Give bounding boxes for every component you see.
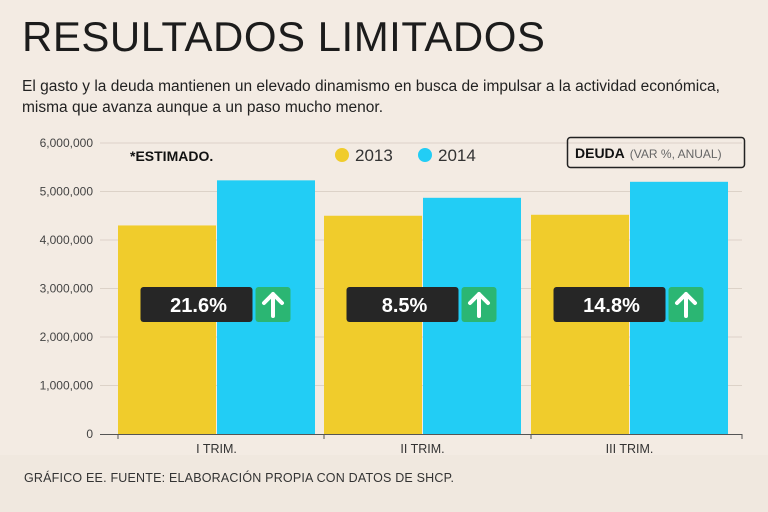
source-note: GRÁFICO EE. FUENTE: ELABORACIÓN PROPIA C…	[24, 471, 455, 485]
legend-label-2013: 2013	[355, 146, 393, 165]
footer-band	[0, 455, 768, 512]
chart-subtitle: El gasto y la deuda mantienen un elevado…	[22, 78, 720, 116]
y-tick-label: 0	[86, 427, 93, 441]
legend-swatch-2014	[418, 148, 432, 162]
bar-2013-3	[531, 214, 629, 434]
x-tick-label: III TRIM.	[606, 442, 654, 456]
y-tick-label: 5,000,000	[40, 185, 94, 199]
arrow-up-glyph	[675, 292, 697, 318]
deuda-box	[566, 136, 746, 169]
y-tick-label: 6,000,000	[40, 136, 94, 150]
deuda-subtitle: (VAR %, ANUAL)	[630, 147, 722, 161]
x-tick-label: I TRIM.	[196, 442, 237, 456]
bar-2013-1	[118, 225, 216, 434]
growth-badge	[346, 287, 459, 322]
arrow-up-glyph	[468, 292, 490, 318]
y-tick-label: 2,000,000	[40, 330, 94, 344]
growth-badge-value: 8.5%	[382, 295, 428, 317]
chart-title: RESULTADOS LIMITADOS	[22, 13, 546, 60]
growth-badge	[553, 287, 666, 322]
x-tick-label: II TRIM.	[400, 442, 444, 456]
estimate-note: *ESTIMADO.	[130, 148, 213, 164]
growth-badge-value: 21.6%	[170, 295, 227, 317]
growth-badge	[140, 287, 253, 322]
growth-badge-value: 14.8%	[583, 295, 640, 317]
y-tick-label: 3,000,000	[40, 282, 94, 296]
arrow-up-glyph	[262, 292, 284, 318]
y-tick-label: 4,000,000	[40, 233, 94, 247]
deuda-label: DEUDA (VAR %, ANUAL)	[575, 145, 722, 161]
legend-swatch-2013	[335, 148, 349, 162]
bar-2013-2	[324, 215, 422, 434]
legend-label-2014: 2014	[438, 146, 476, 165]
deuda-title: DEUDA	[575, 145, 625, 161]
y-tick-label: 1,000,000	[40, 379, 94, 393]
